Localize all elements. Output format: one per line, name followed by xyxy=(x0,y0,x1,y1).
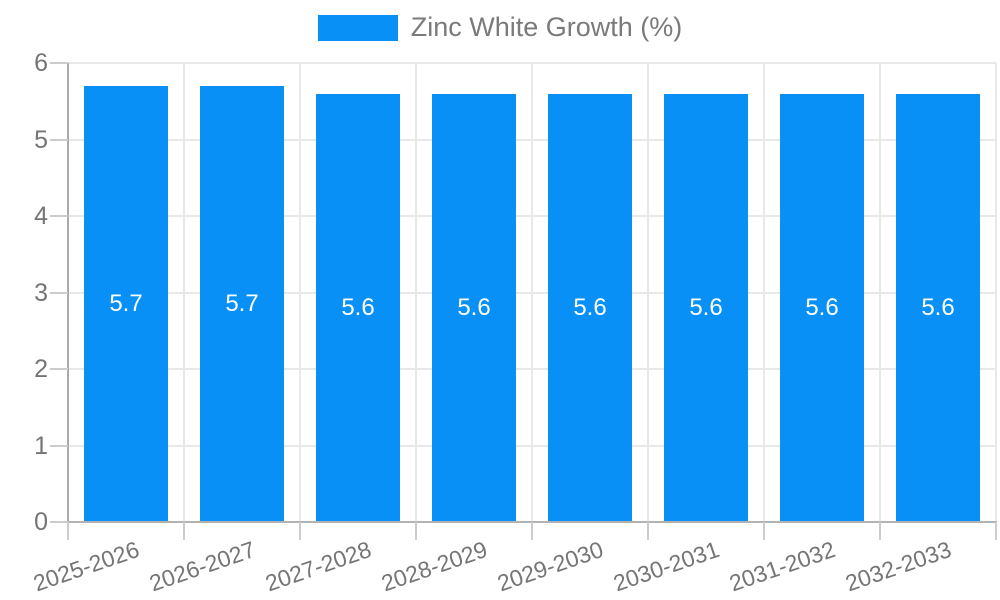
bar[interactable]: 5.6 xyxy=(664,94,748,522)
y-axis-tick xyxy=(50,215,68,217)
y-axis-tick-label: 0 xyxy=(34,508,48,536)
x-axis-tick-label: 2026-2027 xyxy=(145,536,259,597)
gridline-vertical xyxy=(299,63,301,522)
x-axis-tick xyxy=(415,522,417,540)
bar[interactable]: 5.6 xyxy=(432,94,516,522)
gridline-vertical xyxy=(531,63,533,522)
bar-value-label: 5.6 xyxy=(689,294,723,321)
gridline-vertical xyxy=(879,63,881,522)
y-axis-tick-label: 6 xyxy=(34,49,48,77)
bar[interactable]: 5.7 xyxy=(200,86,284,522)
gridline-vertical xyxy=(763,63,765,522)
bar-value-label: 5.6 xyxy=(341,294,375,321)
y-axis-tick-label: 4 xyxy=(34,202,48,230)
gridline-vertical xyxy=(995,63,997,522)
x-axis-tick xyxy=(183,522,185,540)
y-axis-tick-label: 1 xyxy=(34,431,48,460)
bar[interactable]: 5.6 xyxy=(780,94,864,522)
y-axis-tick xyxy=(50,291,68,294)
x-axis-tick-label: 2030-2031 xyxy=(609,536,723,597)
bar-value-label: 5.7 xyxy=(225,290,259,317)
x-axis-tick xyxy=(531,522,533,540)
y-axis-tick xyxy=(50,521,68,523)
x-axis-tick-label: 2027-2028 xyxy=(261,536,375,597)
legend[interactable]: Zinc White Growth (%) xyxy=(0,12,1000,43)
x-axis-tick xyxy=(299,522,301,540)
bar-value-label: 5.6 xyxy=(805,294,839,321)
y-axis-tick-label: 5 xyxy=(34,125,48,154)
x-axis-tick xyxy=(995,522,997,540)
x-axis-tick-label: 2032-2033 xyxy=(841,536,955,597)
y-axis-tick xyxy=(50,62,68,64)
y-axis-tick-label: 3 xyxy=(34,278,48,307)
x-axis-tick xyxy=(763,522,765,540)
bar[interactable]: 5.7 xyxy=(84,86,168,522)
bar-value-label: 5.7 xyxy=(109,290,143,317)
legend-label: Zinc White Growth (%) xyxy=(410,12,683,42)
gridline-vertical xyxy=(415,63,417,522)
y-axis-tick xyxy=(50,368,68,370)
x-axis-tick-label: 2031-2032 xyxy=(725,536,839,597)
bar[interactable]: 5.6 xyxy=(896,94,980,522)
x-axis-tick xyxy=(879,522,881,540)
legend-swatch xyxy=(317,14,398,41)
x-axis-tick xyxy=(67,522,69,540)
bar-value-label: 5.6 xyxy=(457,294,491,321)
x-axis-tick-label: 2029-2030 xyxy=(493,536,607,597)
y-axis-tick-label: 2 xyxy=(34,355,48,383)
bar[interactable]: 5.6 xyxy=(548,94,632,522)
bar-value-label: 5.6 xyxy=(573,294,607,321)
bar-value-label: 5.6 xyxy=(921,294,955,321)
bar[interactable]: 5.6 xyxy=(316,94,400,522)
y-axis-tick xyxy=(50,138,68,141)
gridline-vertical xyxy=(647,63,649,522)
x-axis-tick-label: 2028-2029 xyxy=(377,536,491,597)
x-axis-tick-label: 2025-2026 xyxy=(29,536,143,597)
y-axis-line xyxy=(67,63,69,524)
y-axis-tick xyxy=(50,444,68,447)
gridline-vertical xyxy=(183,63,185,522)
x-axis-tick xyxy=(647,522,649,540)
